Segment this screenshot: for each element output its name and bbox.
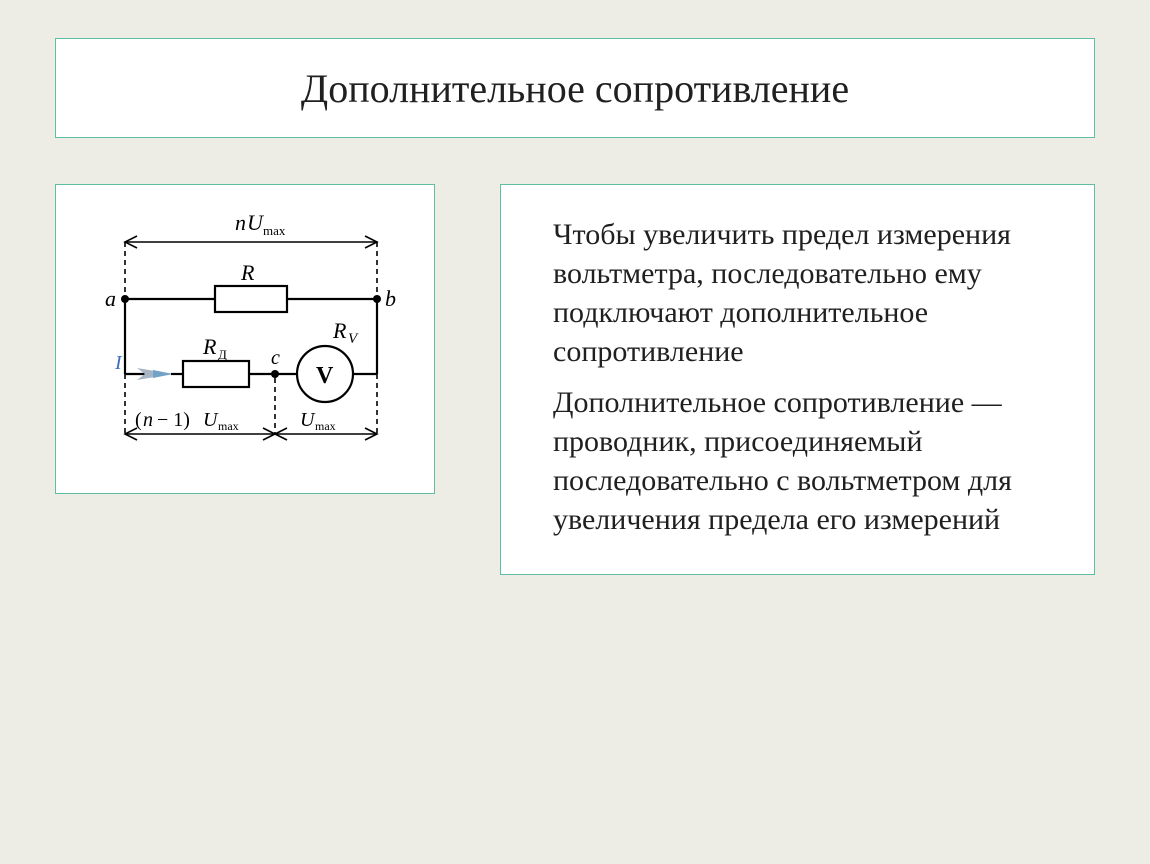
paragraph-2: Дополнительное сопротивление — проводник… [553,383,1062,539]
svg-text:n: n [235,210,246,235]
svg-text:− 1): − 1) [157,409,190,431]
top-branch: R [125,260,377,312]
label-c: c [271,347,280,369]
paragraph-1: Чтобы увеличить предел измерения вольтме… [553,215,1062,371]
label-R: R [240,260,255,285]
page-title: Дополнительное сопротивление [301,65,849,112]
body-panel: Чтобы увеличить предел измерения вольтме… [500,184,1095,575]
svg-text:R: R [202,334,217,359]
svg-text:U: U [203,409,219,431]
svg-text:(: ( [135,409,142,431]
bottom-right-dimension: U max [275,409,377,440]
label-I: I [114,352,123,374]
svg-text:R: R [332,318,347,343]
svg-text:max: max [263,223,286,238]
bottom-branch: I R Д c V R V [114,318,377,402]
svg-text:U: U [300,409,316,431]
bottom-left-dimension: ( n − 1) U max [125,409,275,440]
circuit-diagram-panel: n U max R a b I [55,184,435,494]
label-V: V [316,363,334,389]
svg-text:n: n [143,409,153,431]
title-panel: Дополнительное сопротивление [55,38,1095,138]
label-Rv-sub: V [348,331,359,347]
svg-text:max: max [218,419,239,433]
circuit-diagram: n U max R a b I [75,204,415,474]
top-dimension: n U max [125,210,377,248]
label-Rd-sub: Д [218,347,227,362]
label-a: a [105,286,116,311]
label-b: b [385,286,396,311]
svg-text:max: max [315,419,336,433]
